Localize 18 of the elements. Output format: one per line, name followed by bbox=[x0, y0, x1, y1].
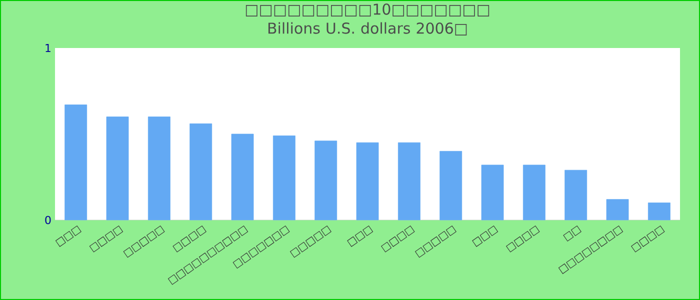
bar bbox=[190, 123, 212, 220]
bar bbox=[272, 136, 296, 220]
bar bbox=[231, 134, 254, 220]
bar bbox=[106, 116, 129, 220]
bar bbox=[522, 164, 546, 220]
bar bbox=[564, 170, 588, 220]
bar bbox=[398, 142, 420, 220]
bar bbox=[314, 140, 338, 220]
bar bbox=[356, 142, 379, 220]
bar bbox=[481, 164, 504, 220]
bar bbox=[648, 202, 670, 220]
y-tick-label: 0 bbox=[45, 216, 51, 224]
bar bbox=[440, 151, 462, 220]
bar bbox=[148, 116, 170, 220]
chart-title: □□□□□□□□□10□□□□□□□ Billions U.S. dollars 2006□ bbox=[246, 3, 490, 36]
bar bbox=[64, 104, 88, 220]
y-tick-label: 1 bbox=[46, 44, 50, 52]
bar bbox=[606, 199, 629, 220]
